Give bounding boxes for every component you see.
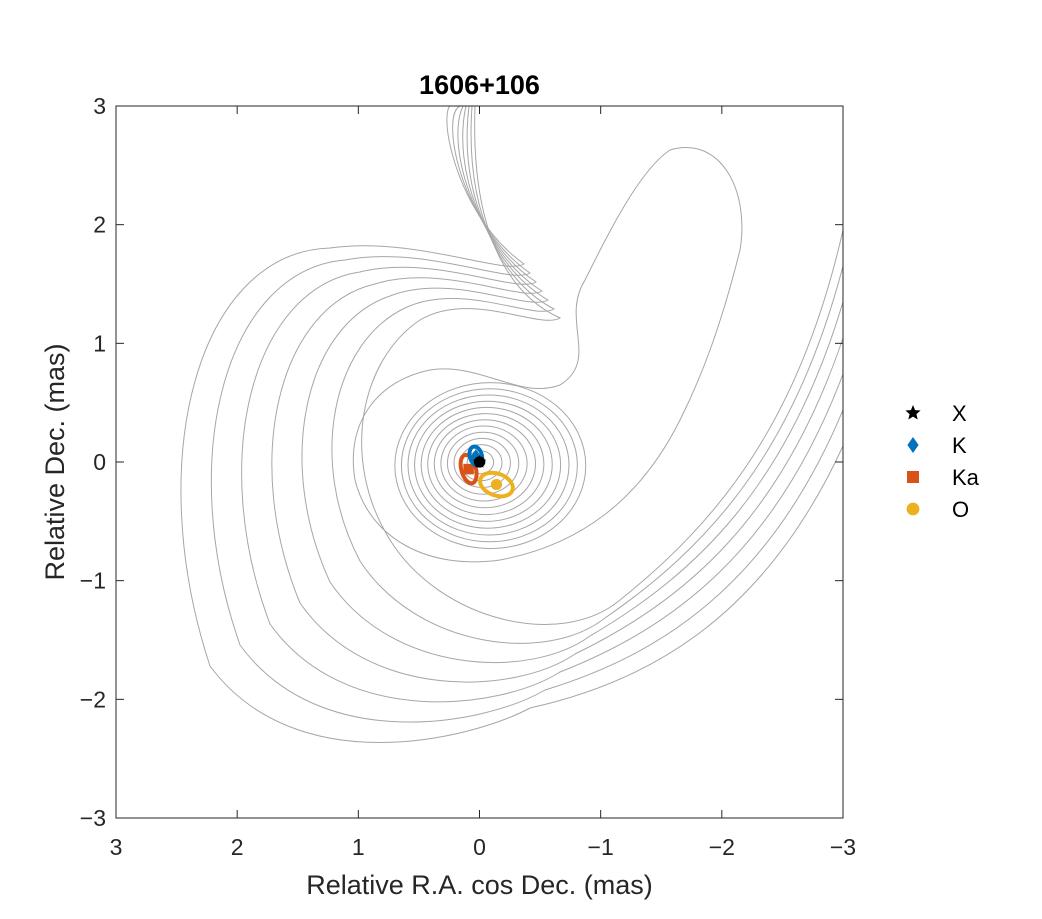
contour-layer	[180, 106, 843, 743]
contour-line	[301, 106, 843, 664]
tick-layer: 3 2 1 0 −1 −2 −3 −3 −2 −1 0 1 2 3	[80, 93, 856, 860]
legend-marker-o	[906, 502, 920, 516]
contour-line	[433, 419, 536, 509]
data-point-ka	[463, 463, 474, 475]
x-tick-label: −2	[709, 834, 735, 860]
marker-layer	[458, 444, 515, 499]
x-tick-label: −3	[830, 834, 856, 860]
y-tick-label: −2	[80, 686, 106, 712]
x-axis-label: Relative R.A. cos Dec. (mas)	[306, 870, 653, 900]
legend: XK Ka O	[905, 401, 980, 522]
contour-line	[440, 425, 528, 502]
contour-line	[394, 382, 587, 550]
contour-line	[400, 388, 578, 543]
contour-line	[361, 106, 843, 625]
data-point-x	[472, 455, 487, 468]
y-tick-label: −3	[80, 805, 106, 831]
chart-title: 1606+106	[419, 70, 540, 100]
y-tick-label: 0	[93, 449, 106, 475]
y-tick-label: 1	[93, 330, 106, 356]
error-ellipse-o	[478, 470, 515, 499]
y-axis-label: Relative Dec. (mas)	[40, 343, 70, 580]
contour-line	[407, 394, 570, 536]
x-tick-label: −1	[588, 834, 614, 860]
legend-marker-k	[907, 437, 919, 453]
y-tick-label: −1	[80, 568, 106, 594]
contour-line	[427, 413, 545, 516]
contour-line	[271, 106, 843, 683]
contour-line	[414, 400, 562, 529]
contour-line	[241, 106, 843, 703]
x-tick-label: 1	[352, 834, 365, 860]
contour-line	[210, 106, 843, 723]
y-tick-label: 3	[93, 93, 106, 119]
x-tick-label: 2	[231, 834, 244, 860]
legend-marker-ka	[907, 471, 919, 483]
y-tick-label: 2	[93, 212, 106, 238]
legend-label-k: K	[952, 433, 967, 458]
x-tick-label: 0	[473, 834, 486, 860]
contour-line	[420, 406, 553, 522]
data-point-o	[490, 478, 503, 491]
legend-marker-x	[905, 405, 921, 420]
contour-line	[352, 147, 743, 563]
contour-line	[446, 431, 520, 495]
contour-line	[331, 106, 843, 644]
legend-label-x: X	[952, 401, 967, 426]
contour-line	[180, 106, 843, 743]
legend-label-ka: Ka	[952, 465, 980, 490]
x-tick-label: 3	[110, 834, 123, 860]
legend-label-o: O	[952, 497, 969, 522]
